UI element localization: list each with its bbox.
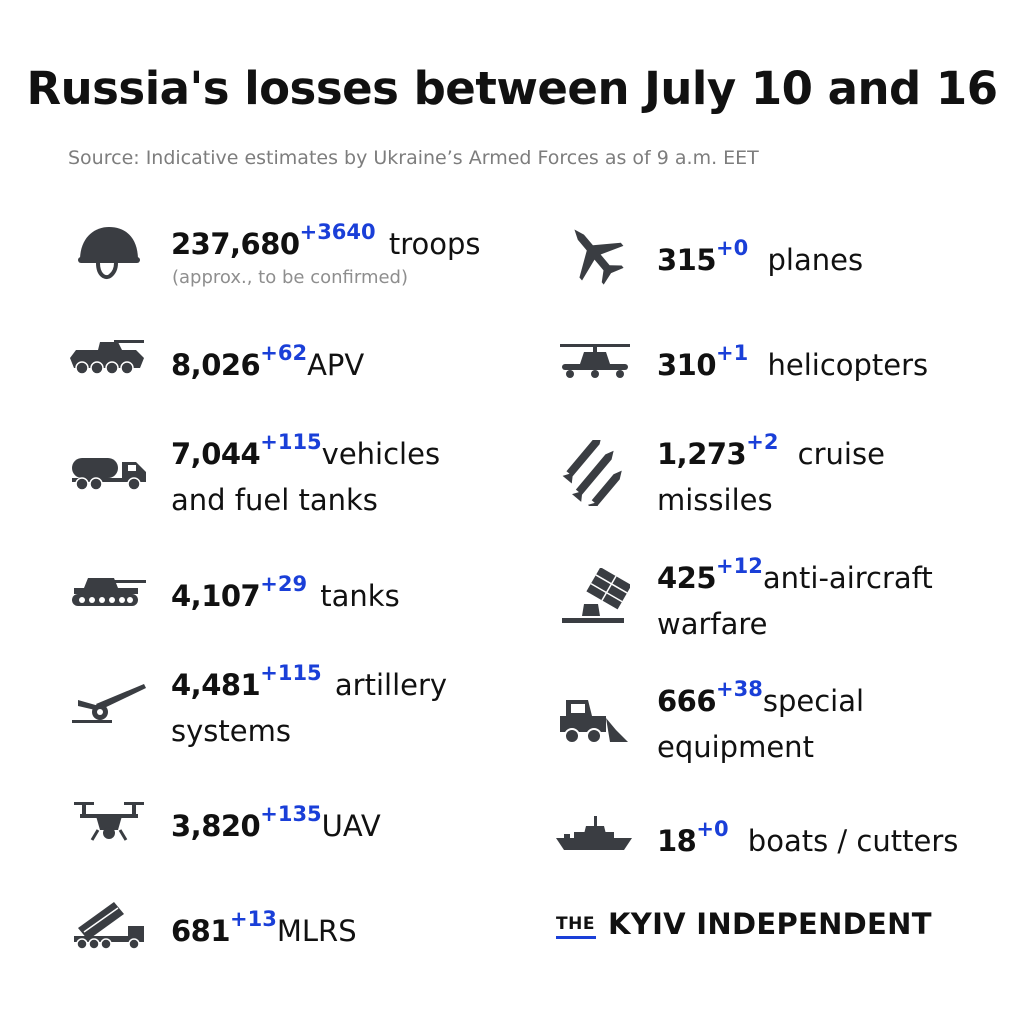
helicopters-value: 310 xyxy=(657,348,717,382)
antiaircraft-label-line2: warfare xyxy=(657,607,768,641)
missiles-icon xyxy=(562,440,628,506)
artillery-stat: 4,481+115 artillery xyxy=(171,662,447,708)
warship-icon xyxy=(556,814,632,856)
mlrs-icon xyxy=(70,900,148,952)
special-label-line2: equipment xyxy=(657,730,814,764)
boats-stat: 18+0 boats / cutters xyxy=(657,818,958,864)
helmet-icon xyxy=(76,224,142,282)
artillery-value: 4,481 xyxy=(171,668,261,702)
missiles-stat: 1,273+2 cruise xyxy=(657,431,885,477)
tanks-label: tanks xyxy=(320,579,400,613)
bulldozer-icon xyxy=(558,696,630,746)
troops-note: (approx., to be confirmed) xyxy=(172,267,408,288)
mlrs-stat: 681+13MLRS xyxy=(171,908,357,954)
helicopters-delta: +1 xyxy=(716,341,749,365)
troops-delta: +3640 xyxy=(299,220,376,244)
vehicles-stat: 7,044+115vehicles xyxy=(171,431,440,477)
fuel-truck-icon xyxy=(70,454,148,492)
missiles-label-line2: missiles xyxy=(657,483,773,517)
page-title: Russia's losses between July 10 and 16 xyxy=(26,62,998,115)
apv-label: APV xyxy=(307,348,365,382)
antiaircraft-value: 425 xyxy=(657,561,717,595)
tanks-value: 4,107 xyxy=(171,579,261,613)
planes-delta: +0 xyxy=(716,236,749,260)
uav-stat: 3,820+135UAV xyxy=(171,803,381,849)
artillery-label: artillery xyxy=(334,668,448,702)
missiles-value: 1,273 xyxy=(657,437,747,471)
source-note: Source: Indicative estimates by Ukraine’… xyxy=(68,147,759,169)
boats-delta: +0 xyxy=(696,817,729,841)
uav-label: UAV xyxy=(321,809,381,843)
artillery-label-line2: systems xyxy=(171,714,291,748)
tanks-stat: 4,107+29 tanks xyxy=(171,573,400,619)
apv-value: 8,026 xyxy=(171,348,261,382)
antiaircraft-delta: +12 xyxy=(716,554,763,578)
special-label: special xyxy=(762,684,865,718)
special-stat: 666+38special xyxy=(657,678,864,724)
antiaircraft-label: anti-aircraft xyxy=(762,561,933,595)
special-value: 666 xyxy=(657,684,717,718)
vehicles-delta: +115 xyxy=(260,430,322,454)
planes-label: planes xyxy=(767,243,864,277)
vehicles-label-line2: and fuel tanks xyxy=(171,483,378,517)
apv-stat: 8,026+62APV xyxy=(171,342,364,388)
drone-icon xyxy=(74,800,144,844)
artillery-icon xyxy=(70,682,148,726)
mlrs-label: MLRS xyxy=(276,914,357,948)
troops-value: 237,680 xyxy=(171,227,300,261)
antiaircraft-stat: 425+12anti-aircraft xyxy=(657,555,933,601)
planes-stat: 315+0 planes xyxy=(657,237,863,283)
apc-icon xyxy=(70,338,148,378)
mlrs-value: 681 xyxy=(171,914,231,948)
planes-value: 315 xyxy=(657,243,717,277)
helicopters-label: helicopters xyxy=(767,348,929,382)
brand-the: THE xyxy=(556,914,595,934)
missiles-delta: +2 xyxy=(746,430,779,454)
boats-value: 18 xyxy=(657,824,697,858)
helicopter-icon xyxy=(558,340,632,382)
anti-aircraft-icon xyxy=(560,568,630,626)
apv-delta: +62 xyxy=(260,341,308,365)
vehicles-label: vehicles xyxy=(321,437,441,471)
troops-label: troops xyxy=(388,227,481,261)
special-delta: +38 xyxy=(716,677,763,701)
uav-value: 3,820 xyxy=(171,809,261,843)
artillery-delta: +115 xyxy=(260,661,322,685)
helicopters-stat: 310+1 helicopters xyxy=(657,342,928,388)
brand-underline xyxy=(556,936,596,939)
jet-icon xyxy=(562,222,628,286)
brand-name: KYIV INDEPENDENT xyxy=(608,907,932,941)
uav-delta: +135 xyxy=(260,802,322,826)
tank-icon xyxy=(70,574,148,608)
tanks-delta: +29 xyxy=(260,572,308,596)
boats-label: boats / cutters xyxy=(747,824,959,858)
missiles-label: cruise xyxy=(797,437,885,471)
troops-stat: 237,680+3640 troops xyxy=(171,221,481,267)
vehicles-value: 7,044 xyxy=(171,437,261,471)
mlrs-delta: +13 xyxy=(230,907,277,931)
